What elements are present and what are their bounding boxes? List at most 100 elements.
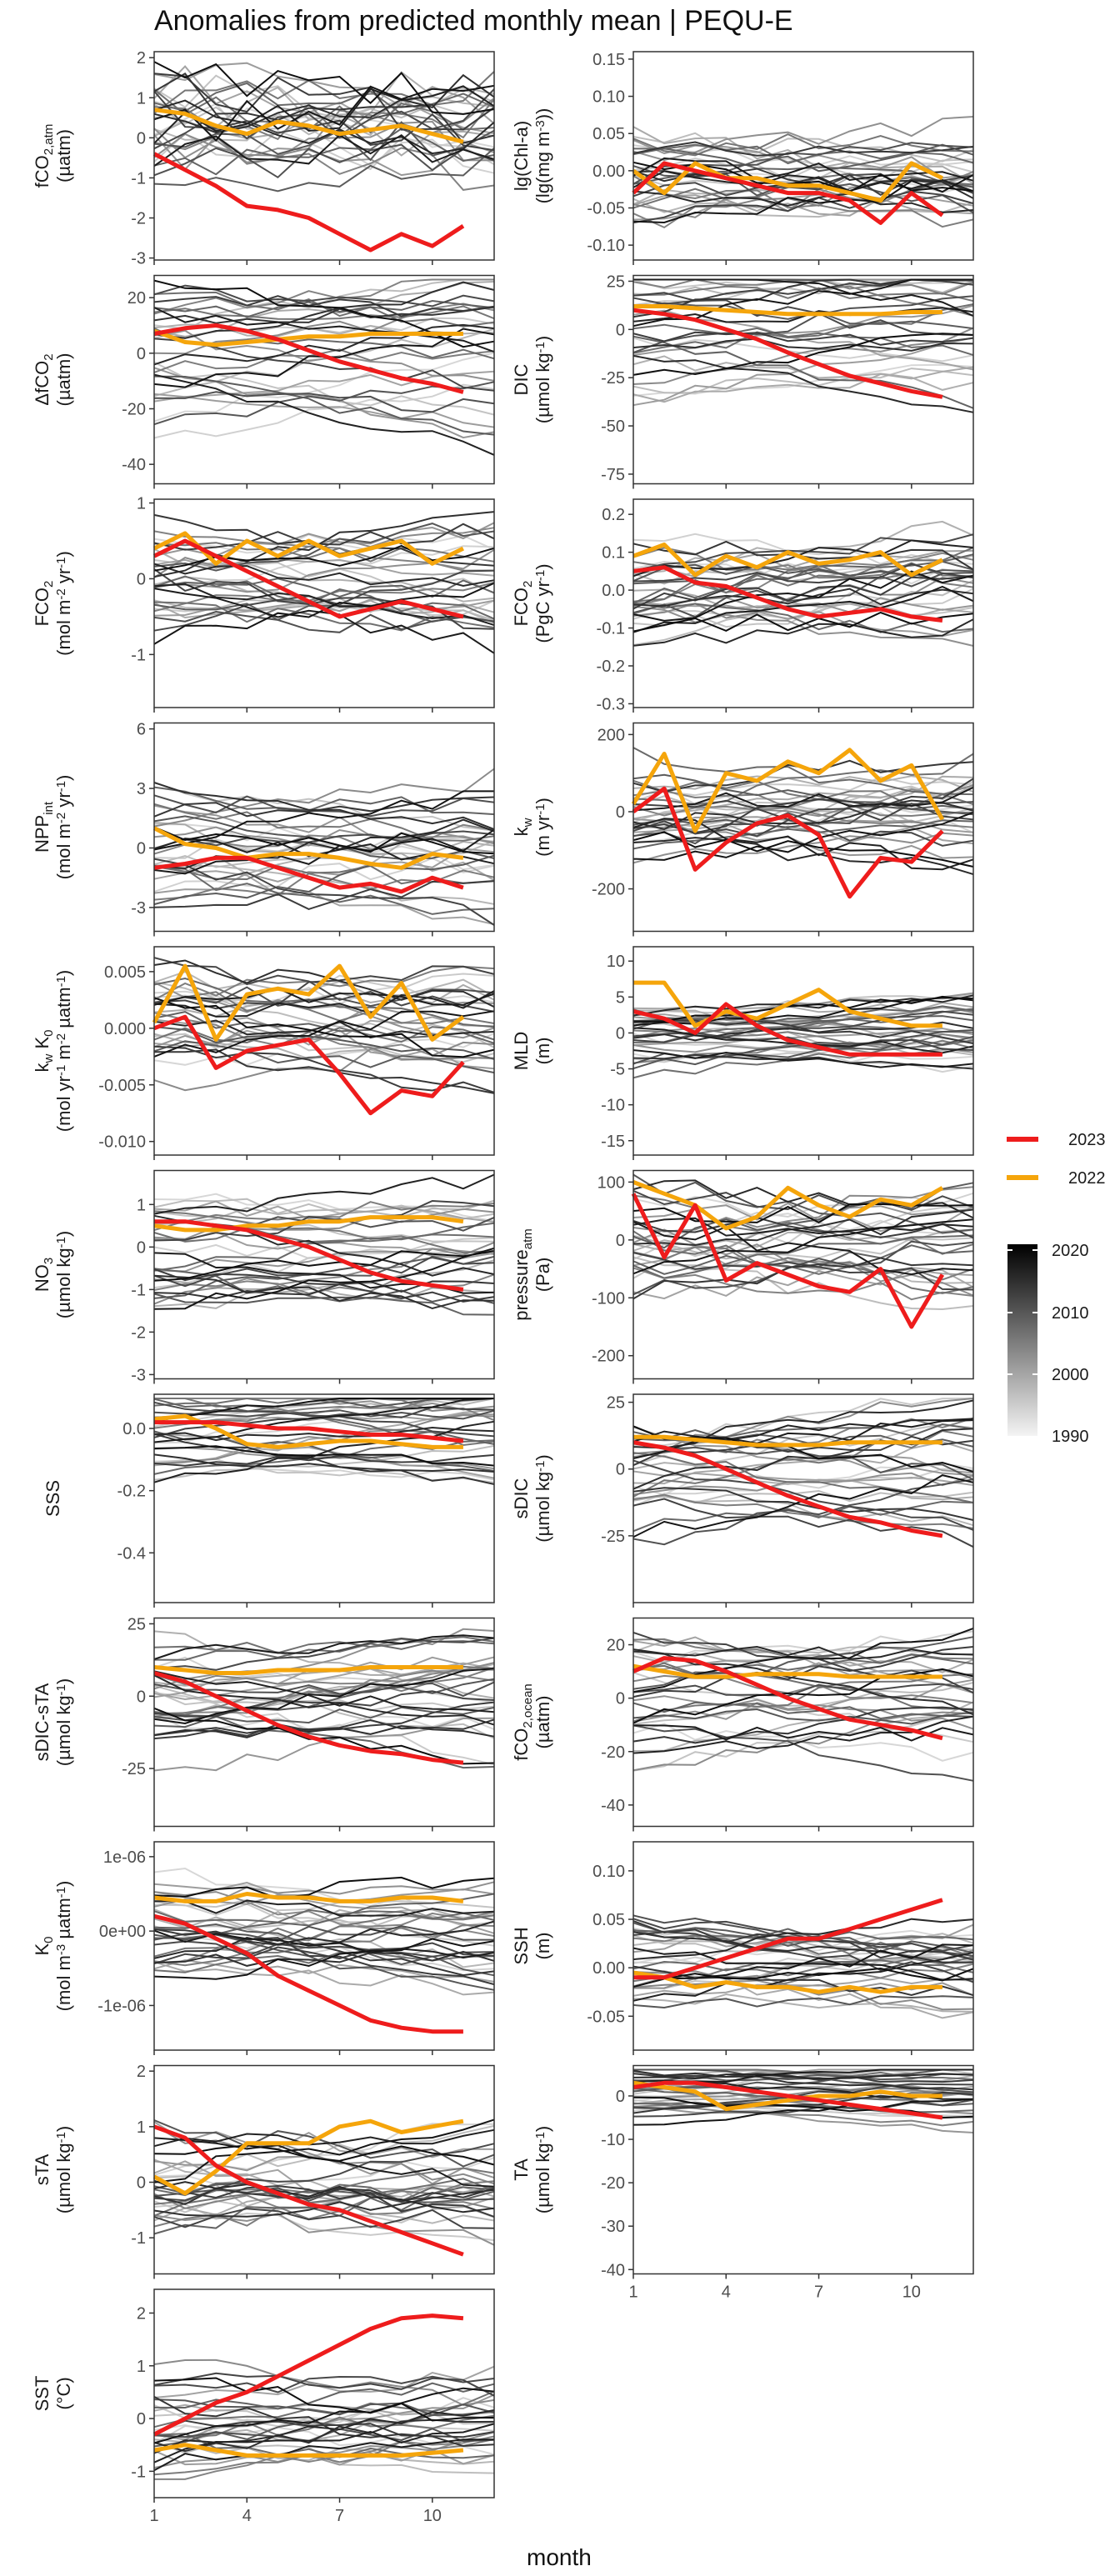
historical-series-line: [632, 354, 974, 413]
chart-title: Anomalies from predicted monthly mean | …: [154, 5, 793, 37]
historical-series-line: [153, 2365, 495, 2398]
x-tick-label: 7: [814, 2283, 823, 2302]
y-axis-title: K0(mol m-3 µatm-1): [32, 1881, 74, 2012]
historical-series-line: [153, 1637, 495, 1671]
y-tick-label: 0: [137, 1238, 146, 1257]
series-line-2023: [153, 323, 464, 394]
x-tick-label: 4: [722, 2283, 731, 2302]
historical-series-line: [632, 747, 974, 796]
series-line-2023: [154, 1219, 464, 1292]
historical-series-line: [153, 1961, 495, 1996]
y-tick-label: 5: [616, 988, 625, 1007]
historical-series-line: [633, 278, 974, 318]
historical-series-line: [632, 161, 974, 193]
historical-series-line: [632, 2068, 973, 2082]
y-tick-label: 0.0: [602, 582, 625, 600]
historical-series-line: [153, 1891, 495, 1938]
series-line-2023: [153, 1014, 465, 1116]
historical-series-line: [632, 549, 974, 578]
y-axis-title: sTA(µmol kg-1): [32, 2126, 74, 2213]
y-tick-label: 0.2: [602, 506, 625, 524]
y-tick-label: 20: [128, 289, 146, 308]
historical-series-line: [153, 977, 495, 1028]
y-tick-label: -25: [601, 369, 625, 388]
historical-series-line: [153, 991, 495, 1024]
panel-border: [153, 1393, 495, 1603]
historical-series-line: [632, 133, 974, 157]
x-axis-title: month: [527, 2544, 592, 2570]
y-axis-title: fCO2,atm(µatm): [32, 124, 74, 188]
historical-series-line: [153, 2387, 495, 2444]
y-tick-label: 0: [616, 2088, 625, 2106]
historical-series-line: [632, 1435, 974, 1467]
legend-label-2023: 2023: [1068, 1131, 1106, 1149]
panel-border: [153, 274, 495, 485]
series-line-2023: [152, 538, 464, 619]
series-line-2022: [152, 963, 465, 1042]
y-tick-label: 3: [137, 780, 146, 798]
historical-series-line: [153, 1445, 495, 1467]
historical-series-line: [153, 1725, 495, 1738]
historical-series-line: [153, 1876, 495, 1899]
y-axis-title: sDIC(µmol kg-1): [511, 1454, 553, 1542]
historical-series-line: [153, 826, 495, 855]
historical-series-line: [632, 1970, 974, 2019]
y-tick-label: 0.05: [592, 125, 625, 143]
historical-series-line: [632, 563, 974, 583]
historical-series-line: [632, 190, 974, 214]
historical-series-line: [153, 1662, 495, 1718]
historical-series-line: [153, 610, 495, 633]
historical-series-line: [153, 558, 495, 577]
historical-series-line: [153, 2423, 495, 2463]
historical-series-line: [153, 548, 495, 603]
historical-series-line: [632, 323, 974, 357]
panel-border: [632, 1617, 974, 1828]
y-tick-label: -1: [131, 1281, 146, 1299]
y-tick-label: 0.00: [592, 163, 625, 181]
y-tick-label: -5: [610, 1061, 625, 1079]
historical-series-line: [153, 2193, 495, 2215]
series-line-2023: [632, 2080, 943, 2120]
y-tick-label: 0e+00: [99, 1923, 146, 1941]
historical-series-line: [632, 158, 974, 181]
series-line-2023: [153, 855, 464, 894]
y-axis-title: FCO2(PgC yr-1): [511, 563, 553, 643]
historical-series-line: [632, 2098, 974, 2126]
historical-series-line: [632, 1668, 974, 1724]
historical-series-line: [632, 337, 974, 407]
historical-series-line: [153, 1942, 495, 1965]
series-line-2023: [152, 2313, 464, 2437]
historical-series-line: [153, 1908, 495, 1923]
historical-series-line: [632, 190, 974, 224]
historical-series-line: [632, 1645, 974, 1660]
historical-series-line: [153, 1928, 495, 1977]
historical-series-line: [632, 366, 974, 403]
historical-series-line: [153, 1718, 495, 1737]
historical-series-line: [153, 352, 495, 423]
historical-series-line: [153, 880, 495, 910]
historical-series-line: [153, 986, 495, 1008]
panel-border: [632, 722, 974, 933]
y-tick-label: -2: [131, 210, 146, 228]
y-axis-title: TA(µmol kg-1): [511, 2126, 553, 2213]
historical-series-line: [153, 1289, 495, 1304]
panel-border: [632, 498, 974, 708]
colorbar-label: 1990: [1052, 1428, 1089, 1446]
panel: -0.4 -0.2 0.0 SSS: [42, 1393, 495, 1608]
y-tick-label: -10: [601, 2131, 625, 2149]
y-axis-title: SSH(m): [511, 1927, 553, 1964]
historical-series-line: [153, 1274, 495, 1310]
historical-series-line: [153, 74, 495, 119]
legend-label-2022: 2022: [1068, 1169, 1106, 1188]
historical-series-line: [632, 116, 974, 162]
y-tick-label: -15: [601, 1133, 625, 1151]
historical-series-line: [153, 1636, 495, 1654]
panel-border: [153, 2064, 495, 2275]
historical-series-line: [153, 533, 495, 554]
y-tick-label: 25: [607, 273, 625, 291]
y-tick-label: 0: [616, 1232, 625, 1250]
y-tick-label: -100: [592, 1289, 625, 1308]
y-tick-label: 0.10: [592, 88, 625, 107]
historical-series-line: [153, 987, 495, 1006]
panel: -200 -100 0 100 pressureatm(Pa): [511, 1169, 974, 1384]
